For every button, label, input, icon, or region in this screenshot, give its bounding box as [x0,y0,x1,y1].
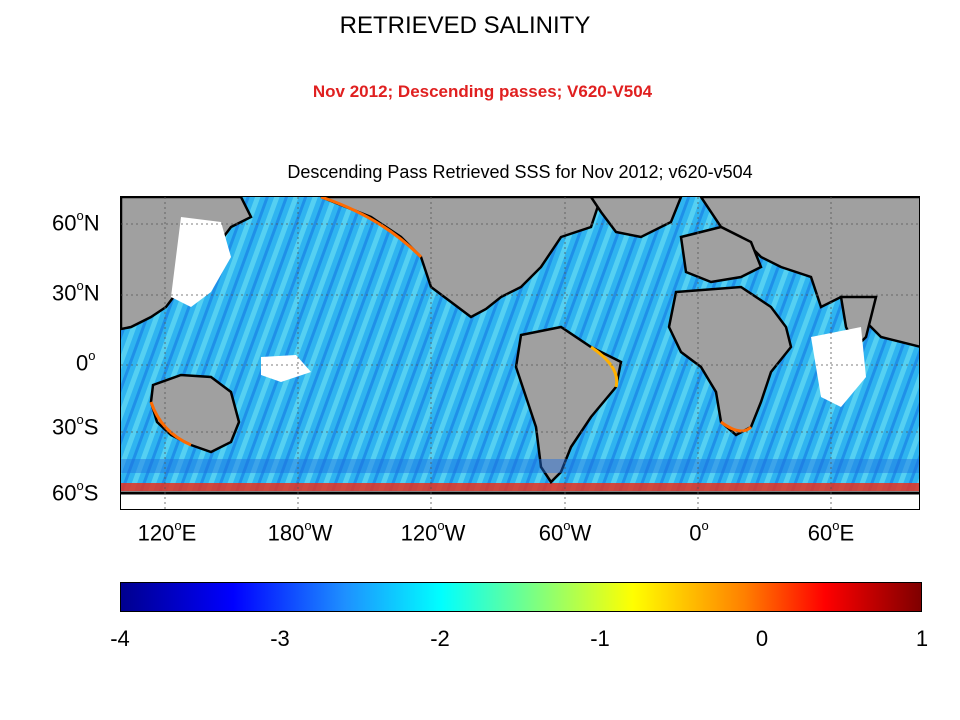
page-title: RETRIEVED SALINITY [339,12,591,39]
southern-band [121,483,919,491]
antarctic-missing [121,491,919,509]
missing-patch-3 [811,327,866,407]
lon-label-120w: 120oW [400,518,466,546]
map-canvas [121,197,919,509]
page-subtitle: Nov 2012; Descending passes; V620-V504 [312,82,653,101]
missing-patch-1 [171,217,231,307]
colorbar-tick: -3 [270,626,290,651]
lon-label-120e: 120oE [137,518,197,546]
salinity-map [120,196,920,510]
map-title: Descending Pass Retrieved SSS for Nov 20… [287,162,753,182]
lon-label-180w: 180oW [267,518,333,546]
lon-label-0: 0o [689,518,709,546]
colorbar-tick: 1 [915,626,929,651]
colorbar-tick: -1 [590,626,610,651]
land-greenland [589,197,683,239]
lat-label-60n: 60oN [52,208,100,236]
colorbar-tick: -2 [430,626,450,651]
lon-label-60w: 60oW [538,518,592,546]
missing-patch-2 [261,355,311,382]
lat-label-30n: 30oN [52,278,100,306]
land-europe [679,225,763,284]
colorbar-tick: -4 [110,626,130,651]
lat-label-60s: 60oS [52,478,99,506]
lon-label-60e: 60oE [807,518,855,546]
lat-label-30s: 30oS [52,412,99,440]
colorbar-tick: 0 [755,626,769,651]
colorbar [120,582,922,612]
lat-label-0: 0o [76,348,96,376]
